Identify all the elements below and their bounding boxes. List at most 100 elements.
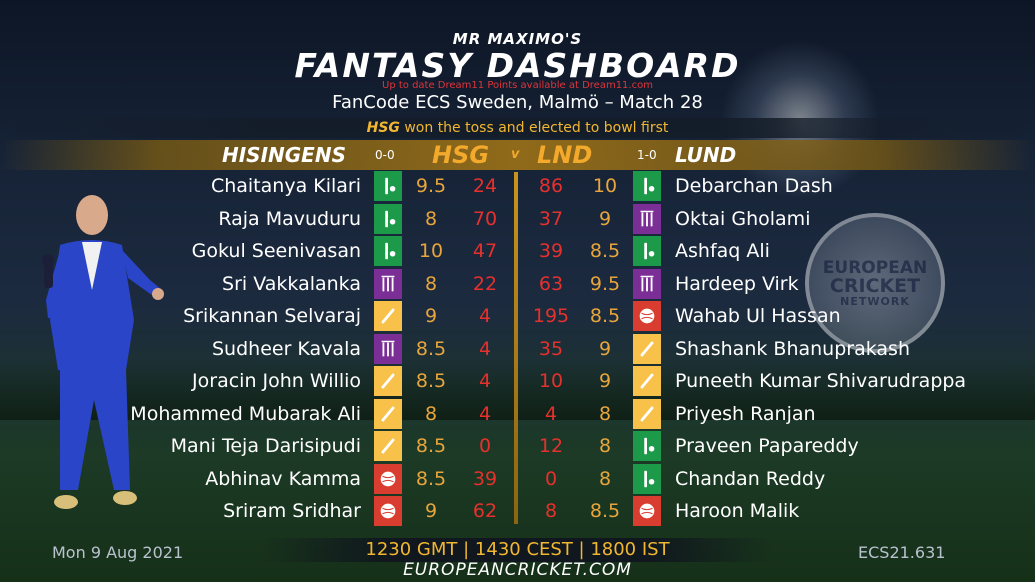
home-player-credits: 8 (424, 402, 438, 425)
away-player-credits: 9.5 (589, 272, 621, 295)
home-batter-icon (374, 431, 402, 461)
away-team-record: 1-0 (637, 148, 657, 162)
vs-label: v (511, 147, 520, 162)
home-player-name: Chaitanya Kilari (210, 175, 361, 197)
away-player-points: 8 (544, 500, 558, 522)
match-code: ECS21.631 (858, 543, 946, 562)
away-player-name: Wahab Ul Hassan (675, 305, 841, 327)
away-player-name: Puneeth Kumar Shivarudrappa (675, 370, 967, 392)
home-player-name: Sriram Sridhar (223, 500, 361, 522)
away-player-credits: 8 (598, 402, 612, 425)
player-row: Joracin John Willio 8.5 4 10 9 Puneeth Kumar … (0, 365, 1035, 397)
home-allrounder-icon (374, 333, 402, 364)
away-allrounder-icon (633, 203, 661, 234)
away-allrounder-icon (633, 268, 661, 299)
home-player-name: Raja Mavuduru (218, 207, 361, 230)
toss-banner: HSG won the toss and elected to bowl fir… (0, 118, 1035, 138)
away-player-name: Debarchan Dash (675, 175, 833, 197)
player-row: Chaitanya Kilari 9.5 24 86 10 Debarchan Dash (0, 170, 1035, 202)
home-keeper-icon (374, 203, 402, 234)
match-title: FanCode ECS Sweden, Malmö – Match 28 (332, 92, 703, 113)
home-player-points: 70 (472, 207, 498, 230)
away-player-credits: 8.5 (589, 500, 621, 522)
logo-line-2: CRICKET (829, 274, 921, 297)
away-player-credits: 8 (598, 467, 612, 490)
away-player-points: 37 (538, 207, 564, 230)
away-player-points: 35 (538, 337, 564, 360)
home-player-name: Sri Vakkalanka (222, 272, 361, 295)
home-batter-icon (374, 366, 402, 396)
points-notice: Up to date Dream11 Points available at D… (382, 80, 653, 91)
home-player-credits: 9.5 (415, 175, 447, 197)
home-player-credits: 9 (424, 305, 438, 327)
player-row: Gokul Seenivasan 10 47 39 8.5 Ashfaq Ali (0, 235, 1035, 267)
home-player-credits: 10 (418, 240, 444, 262)
away-player-points: 4 (544, 402, 558, 425)
away-player-points: 195 (532, 305, 570, 327)
away-player-credits: 9 (598, 207, 612, 230)
home-player-points: 47 (472, 240, 498, 262)
away-player-points: 63 (538, 272, 564, 295)
away-player-name: Praveen Papareddy (675, 435, 859, 457)
center-divider (514, 172, 518, 524)
home-player-credits: 8 (424, 272, 438, 295)
presenter-figure (42, 195, 164, 509)
home-player-points: 0 (478, 435, 492, 457)
away-keeper-icon (633, 431, 661, 461)
home-player-credits: 9 (424, 500, 438, 522)
brand-title: MR MAXIMO'S (452, 30, 583, 48)
away-team-name: LUND (675, 143, 737, 167)
away-player-name: Shashank Bhanuprakash (675, 337, 910, 360)
home-player-credits: 8.5 (415, 467, 447, 490)
home-player-name: Sudheer Kavala (211, 337, 361, 360)
away-player-credits: 8.5 (589, 305, 621, 327)
home-player-points: 4 (478, 402, 492, 425)
away-player-points: 39 (538, 240, 564, 262)
home-player-credits: 8 (424, 207, 438, 230)
away-player-credits: 8 (598, 435, 612, 457)
home-player-points: 24 (472, 175, 498, 197)
home-player-name: Gokul Seenivasan (191, 240, 361, 262)
away-player-points: 0 (544, 467, 558, 490)
player-row: Sriram Sridhar 9 62 8 8.5 Haroon Malik (0, 495, 1035, 527)
toss-text: won the toss and elected to bowl first (399, 120, 669, 136)
home-player-points: 62 (472, 500, 498, 522)
home-team-name: HISINGENS (222, 143, 346, 167)
away-player-name: Hardeep Virk (675, 272, 799, 295)
logo-line-1: EUROPEAN (822, 257, 928, 278)
home-batter-icon (374, 398, 402, 429)
away-batter-icon (633, 366, 661, 396)
away-batter-icon (633, 398, 661, 429)
player-row: Abhinav Kamma 8.5 39 0 8 Chandan Reddy (0, 463, 1035, 495)
home-team-record: 0-0 (375, 148, 395, 162)
player-row: Mani Teja Darisipudi 8.5 0 12 8 Praveen Papar… (0, 430, 1035, 462)
dashboard-title: FANTASY DASHBOARD (294, 46, 741, 85)
home-bowler-icon (374, 463, 402, 494)
away-player-name: Chandan Reddy (675, 467, 826, 490)
away-player-credits: 9 (598, 337, 612, 360)
player-row: Mohammed Mubarak Ali 8 4 4 8 Priyesh Ranjan (0, 398, 1035, 430)
player-row: Srikannan Selvaraj 9 4 195 8.5 Wahab Ul Hassa… (0, 300, 1035, 332)
away-bowler-icon (633, 301, 661, 331)
home-team-abbr: HSG (432, 141, 490, 169)
match-times: 1230 GMT | 1430 CEST | 1800 IST (260, 538, 775, 562)
player-row: Raja Mavuduru 8 70 37 9 Oktai Gholami (0, 203, 1035, 235)
away-player-points: 86 (538, 175, 564, 197)
away-bowler-icon (633, 496, 661, 526)
away-player-credits: 9 (598, 370, 612, 392)
home-player-points: 22 (472, 272, 498, 295)
toss-team: HSG (366, 120, 400, 136)
ecn-logo: EUROPEAN CRICKET NETWORK (805, 213, 945, 353)
logo-line-3: NETWORK (840, 294, 910, 308)
match-date: Mon 9 Aug 2021 (52, 543, 184, 562)
away-player-points: 12 (538, 435, 564, 457)
home-player-points: 4 (478, 337, 492, 360)
home-bowler-icon (374, 496, 402, 526)
away-player-credits: 8.5 (589, 240, 621, 262)
home-player-credits: 8.5 (415, 337, 447, 360)
home-player-name: Mani Teja Darisipudi (170, 435, 361, 457)
away-player-name: Ashfaq Ali (675, 240, 770, 262)
home-player-credits: 8.5 (415, 370, 447, 392)
away-keeper-icon (633, 171, 661, 201)
away-team-abbr: LND (537, 141, 593, 169)
